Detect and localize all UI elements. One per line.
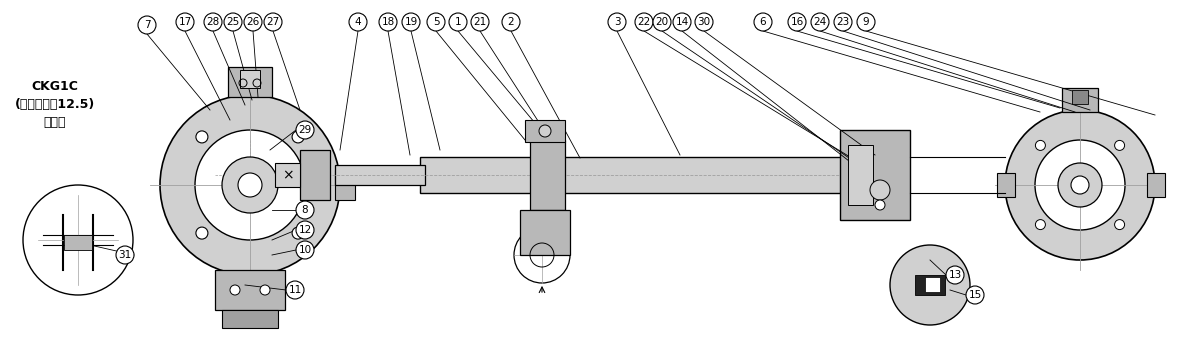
Text: 6: 6 (760, 17, 767, 27)
Circle shape (222, 157, 278, 213)
Text: 22: 22 (637, 17, 651, 27)
Text: 25: 25 (226, 17, 240, 27)
Circle shape (196, 227, 208, 239)
Bar (214, 270, 285, 310)
Circle shape (502, 13, 520, 31)
Bar (925, 277, 940, 292)
Text: 14: 14 (676, 17, 689, 27)
Circle shape (296, 241, 314, 259)
Circle shape (966, 286, 984, 304)
Text: 1: 1 (455, 17, 461, 27)
Circle shape (238, 173, 262, 197)
Text: 4: 4 (355, 17, 362, 27)
Circle shape (196, 131, 208, 143)
Text: 21: 21 (473, 17, 486, 27)
Text: 20: 20 (655, 17, 668, 27)
Bar (530, 140, 565, 210)
Circle shape (161, 95, 340, 275)
Circle shape (857, 13, 875, 31)
Circle shape (514, 227, 570, 283)
Text: 3: 3 (613, 17, 621, 27)
Text: 19: 19 (405, 17, 418, 27)
Bar (276, 163, 300, 187)
Circle shape (449, 13, 467, 31)
Circle shape (116, 246, 134, 264)
Bar (300, 150, 329, 200)
Text: 27: 27 (266, 17, 279, 27)
Text: 5: 5 (432, 17, 440, 27)
Text: 9: 9 (863, 17, 870, 27)
Text: 31: 31 (119, 250, 132, 260)
Circle shape (296, 221, 314, 239)
Bar (335, 165, 425, 185)
Circle shape (653, 13, 671, 31)
Circle shape (244, 13, 262, 31)
Text: 29: 29 (298, 125, 311, 135)
Bar (848, 145, 873, 205)
Bar (520, 210, 570, 255)
Circle shape (1035, 140, 1046, 150)
Bar (228, 67, 272, 97)
Circle shape (138, 16, 156, 34)
Bar (915, 275, 945, 295)
Circle shape (230, 285, 240, 295)
Text: 15: 15 (968, 290, 981, 300)
Circle shape (539, 125, 551, 137)
Bar (1061, 88, 1099, 112)
Text: ×: × (283, 168, 294, 182)
Circle shape (403, 13, 420, 31)
Circle shape (292, 227, 304, 239)
Circle shape (296, 201, 314, 219)
Bar (840, 130, 910, 220)
Bar (1146, 173, 1164, 197)
Bar (420, 157, 870, 193)
Circle shape (1005, 110, 1155, 260)
Circle shape (1114, 219, 1125, 230)
Text: 28: 28 (206, 17, 219, 27)
Circle shape (834, 13, 852, 31)
Circle shape (1114, 140, 1125, 150)
Circle shape (292, 131, 304, 143)
Circle shape (754, 13, 772, 31)
Circle shape (875, 200, 885, 210)
Circle shape (870, 180, 890, 200)
Bar (1072, 90, 1088, 104)
Text: 12: 12 (298, 225, 311, 235)
Circle shape (349, 13, 367, 31)
Circle shape (1035, 219, 1046, 230)
Text: 11: 11 (289, 285, 302, 295)
Text: 8: 8 (302, 205, 308, 215)
Circle shape (609, 13, 627, 31)
Text: 7: 7 (144, 20, 150, 30)
Circle shape (296, 121, 314, 139)
Circle shape (224, 13, 242, 31)
Text: 17: 17 (179, 17, 192, 27)
Circle shape (788, 13, 806, 31)
Bar (222, 310, 278, 328)
Circle shape (1035, 140, 1125, 230)
Circle shape (286, 281, 304, 299)
Circle shape (890, 245, 970, 325)
Circle shape (471, 13, 489, 31)
Text: 23: 23 (836, 17, 849, 27)
Bar (997, 173, 1015, 197)
Text: 10: 10 (298, 245, 311, 255)
Circle shape (1058, 163, 1102, 207)
Circle shape (635, 13, 653, 31)
Text: 16: 16 (791, 17, 804, 27)
Bar (240, 70, 260, 88)
Circle shape (946, 266, 964, 284)
Text: 24: 24 (813, 17, 827, 27)
Circle shape (1071, 176, 1089, 194)
Circle shape (204, 13, 222, 31)
Text: 2: 2 (508, 17, 514, 27)
Text: 30: 30 (697, 17, 710, 27)
Circle shape (260, 285, 270, 295)
Circle shape (23, 185, 133, 295)
Text: CKG1C
(クレビス幁12.5)
の場合: CKG1C (クレビス幁12.5) の場合 (14, 80, 95, 129)
Circle shape (673, 13, 691, 31)
Bar (525, 120, 565, 142)
Circle shape (176, 13, 194, 31)
Circle shape (264, 13, 282, 31)
Text: 18: 18 (381, 17, 394, 27)
